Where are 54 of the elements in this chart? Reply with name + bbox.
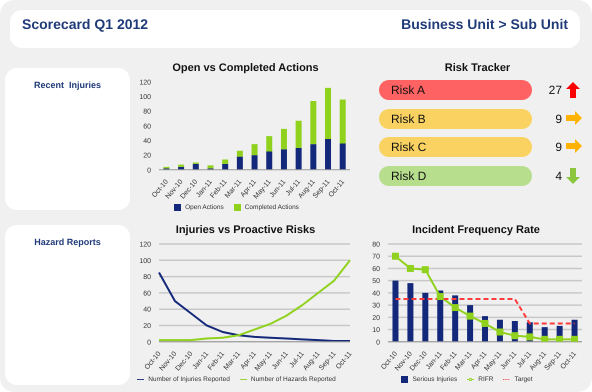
bar (280, 128, 287, 150)
category-label: Risk C (379, 137, 532, 157)
bar (192, 164, 199, 170)
bar (310, 101, 316, 144)
bar (325, 139, 332, 170)
bar (222, 164, 228, 170)
chart-title: Injuries vs Proactive Risks (174, 224, 316, 238)
point (436, 293, 444, 300)
data-label: 9 (554, 140, 562, 154)
bar (340, 100, 346, 144)
point (556, 336, 564, 342)
point (541, 336, 548, 342)
point (392, 252, 399, 260)
bar (252, 144, 258, 156)
bar (422, 292, 428, 342)
category-label: Risk B (379, 108, 532, 128)
bar (392, 280, 398, 342)
text: Recent Injuries (32, 79, 102, 90)
bar (252, 155, 258, 170)
line-series (158, 259, 351, 342)
point (496, 328, 504, 336)
data-label: 27 (548, 83, 562, 97)
text: Risk Tracker (444, 62, 512, 74)
point (526, 333, 534, 340)
bar (266, 136, 272, 152)
bar (207, 165, 214, 168)
bar (266, 151, 272, 170)
bar (236, 150, 243, 157)
data-label: 4 (554, 168, 562, 182)
point (452, 304, 459, 312)
text: Hazard Reports (33, 236, 102, 247)
point (422, 266, 429, 274)
bar (407, 283, 414, 342)
text: Scorecard Q1 2012 (22, 16, 148, 34)
point (482, 320, 488, 327)
bar (310, 144, 316, 170)
bar (236, 156, 243, 170)
bar (296, 120, 302, 148)
bar (222, 160, 228, 164)
chart-title: Open vs Completed Actions (171, 62, 320, 76)
point (511, 332, 518, 340)
category-label: Risk D (379, 166, 532, 186)
bar (296, 148, 302, 170)
bar (340, 143, 346, 170)
line-series (158, 272, 351, 342)
bar (280, 149, 287, 170)
bar (325, 88, 332, 140)
point (466, 312, 474, 320)
point (571, 336, 578, 342)
category-label: Risk A (379, 80, 532, 100)
point (406, 264, 414, 272)
text: Business Unit > Sub Unit (401, 16, 568, 34)
data-label: 9 (554, 112, 562, 126)
chart-title: Incident Frequency Rate (411, 224, 541, 238)
